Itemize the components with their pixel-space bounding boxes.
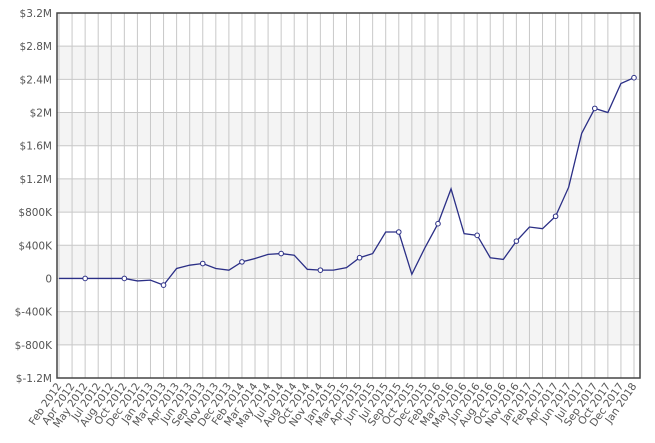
- grid-band: [57, 311, 640, 345]
- point: [82, 275, 88, 282]
- point: [631, 74, 637, 81]
- point: [552, 213, 559, 220]
- y-tick-label: $-1.2M: [16, 373, 52, 385]
- grid-band: [57, 245, 640, 279]
- line: [59, 77, 635, 286]
- point: [121, 275, 128, 282]
- y-tick-label: $2.8M: [20, 41, 52, 53]
- grid-band: [57, 112, 640, 146]
- point: [278, 250, 284, 257]
- point: [199, 260, 206, 267]
- point: [239, 259, 245, 265]
- grid-band: [57, 178, 640, 213]
- grid-band: [57, 46, 640, 80]
- y-tick-label: $400K: [18, 240, 53, 252]
- y-tick-label: $2M: [30, 108, 52, 120]
- y-tick-label: $1.2M: [20, 174, 52, 186]
- point: [317, 267, 324, 273]
- point: [435, 220, 441, 227]
- point: [591, 105, 598, 112]
- point: [395, 229, 402, 235]
- y-tick-label: 0: [45, 273, 52, 285]
- y-tick-label: $3.2M: [20, 8, 52, 20]
- point: [513, 238, 520, 244]
- point: [356, 254, 363, 261]
- plot-border: [56, 12, 641, 379]
- y-tick-label: $-800K: [15, 340, 54, 352]
- point: [160, 282, 167, 288]
- y-tick-label: $2.4M: [20, 74, 52, 86]
- point: [474, 232, 480, 239]
- y-tick-label: $800K: [18, 207, 53, 219]
- y-tick-label: $-400K: [15, 307, 54, 319]
- y-tick-label: $1.6M: [20, 141, 52, 153]
